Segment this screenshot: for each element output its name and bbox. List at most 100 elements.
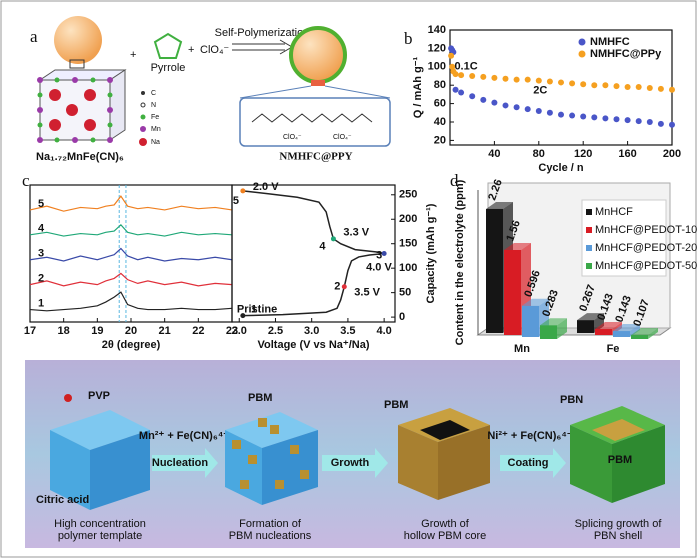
bar-top (613, 324, 640, 332)
y-tick-label: 140 (428, 24, 446, 36)
state-label: 3 (376, 249, 382, 261)
panel-e: PVP Citric acid High concentration polym… (25, 360, 680, 548)
nuclei (232, 418, 309, 489)
point (491, 74, 498, 81)
panel-label: c (22, 171, 30, 190)
series-label: 4 (38, 223, 45, 235)
state-label: 1 (251, 304, 257, 316)
point (535, 107, 542, 114)
x-tick-label: 3.5 (340, 325, 355, 337)
polymer-chain (251, 113, 373, 123)
point (624, 84, 631, 91)
bar (486, 208, 503, 333)
lattice-side (109, 69, 126, 141)
label: PBN (560, 394, 583, 406)
x-tick-label: 22 (192, 325, 204, 337)
x-axis-title: 2θ (degree) (102, 339, 161, 351)
y2-tick-label: 250 (399, 189, 417, 201)
bar-top (577, 313, 604, 321)
point (449, 63, 456, 70)
state-label: 5 (233, 195, 239, 207)
x-tick-label: 21 (159, 325, 171, 337)
x-tick-label: Mn (514, 343, 530, 355)
xrd-line (29, 272, 233, 287)
point (635, 84, 642, 91)
bar-top (486, 201, 513, 209)
point (469, 73, 476, 79)
caption: Growth of (421, 518, 470, 530)
series-label: 3 (38, 248, 44, 260)
x-tick-label: 2.0 (232, 325, 247, 337)
legend-swatch (586, 245, 592, 251)
series-label: 2 (38, 273, 44, 285)
cube-core (592, 419, 645, 441)
step-arrow (500, 448, 566, 478)
annotation: 2C (533, 85, 547, 97)
point (502, 102, 509, 109)
point (613, 83, 620, 90)
point (448, 52, 455, 59)
series-label: 1 (38, 297, 44, 309)
state-voltage: 2.0 V (253, 181, 279, 193)
bar-side (648, 328, 658, 339)
point (669, 86, 675, 93)
y-tick-label: 80 (434, 79, 446, 91)
atom (64, 394, 72, 402)
caption: Splicing growth of (575, 518, 663, 530)
y2-tick-label: 0 (399, 311, 405, 323)
cube-left (50, 430, 90, 510)
step: Coating (508, 457, 549, 469)
point (558, 111, 564, 118)
point (491, 99, 498, 106)
point (524, 106, 531, 113)
label: PBM (384, 399, 408, 411)
bar-top (540, 318, 567, 326)
bar-side (557, 318, 567, 339)
y-axis-title: Q / mAh g⁻¹ (412, 56, 424, 118)
point (502, 75, 509, 82)
point (591, 82, 598, 89)
y2-axis-title: Capacity (mAh g⁻¹) (425, 203, 437, 303)
y-tick-label: 100 (428, 61, 446, 73)
y2-tick-label: 100 (399, 262, 417, 274)
point (452, 71, 459, 78)
bar (631, 335, 648, 339)
legend-label: MnHCF (595, 206, 633, 218)
point (580, 113, 587, 120)
x-axis-title: Voltage (V vs Na⁺/Na) (258, 339, 370, 351)
state-point (330, 236, 336, 242)
state-label: 2 (334, 281, 340, 293)
legend-swatch (586, 227, 592, 233)
x-tick-label: 3.0 (304, 325, 319, 337)
point (657, 85, 664, 92)
point (458, 72, 465, 79)
bar (577, 320, 594, 333)
y2-tick-label: 200 (399, 213, 417, 225)
cube-hollow (420, 420, 470, 440)
xrd-line (29, 224, 233, 237)
zoom-box (311, 80, 325, 86)
polymer-box (239, 97, 391, 147)
label: PVP (88, 390, 110, 402)
legend-label: N (151, 102, 156, 109)
point (569, 112, 576, 119)
state-label: 4 (319, 241, 326, 253)
legend-label: MnHCF@PEDOT-20 (595, 242, 697, 254)
xrd-line (29, 247, 233, 262)
bar-top (522, 298, 549, 306)
point (458, 89, 465, 96)
plot-frame (29, 184, 233, 323)
panel-label: b (404, 29, 413, 48)
step-arrow (322, 448, 388, 478)
state-point (240, 313, 246, 319)
cube-right (438, 425, 490, 500)
cube-right (90, 430, 150, 510)
xrd-line (29, 195, 233, 212)
x-tick-label: 18 (58, 325, 70, 337)
point (452, 86, 459, 93)
point (624, 117, 631, 124)
point (657, 120, 664, 127)
x-tick-label: 40 (488, 148, 500, 160)
